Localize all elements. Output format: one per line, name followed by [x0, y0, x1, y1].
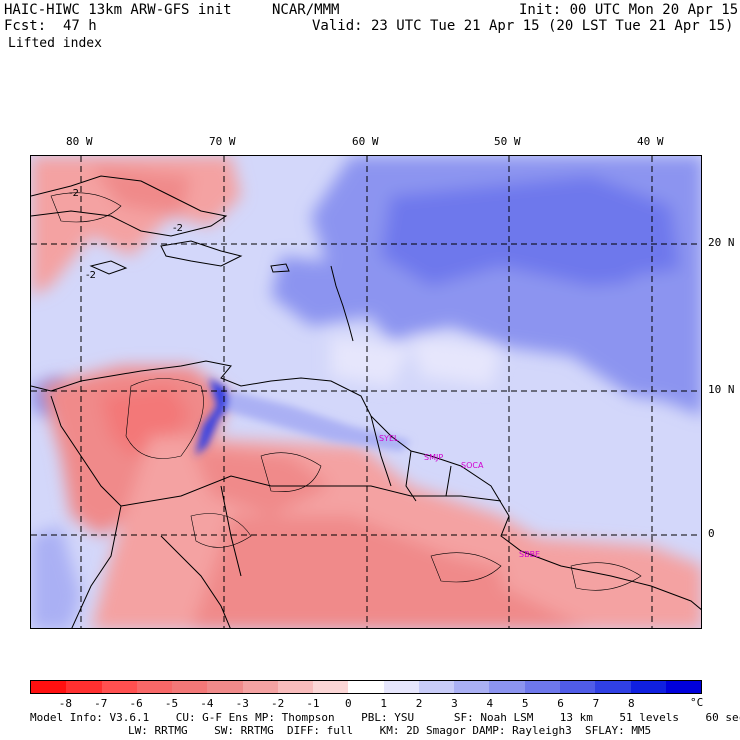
colorbar-tick-label: 7 — [592, 697, 600, 710]
colorbar-swatch — [31, 681, 67, 693]
colorbar-swatch — [665, 681, 702, 693]
colorbar-tick-label: 5 — [521, 697, 529, 710]
lat-label-20n: 20 N — [708, 236, 735, 249]
colorbar-tick-label: -8 — [58, 697, 72, 710]
station-smjp: SMJP — [424, 453, 444, 462]
lon-label-80w: 80 W — [66, 135, 93, 148]
lifted-index-map[interactable]: -2 -2 -2 SYEL SMJP SOCA SBBE — [30, 155, 702, 629]
colorbar-tick-label: -3 — [235, 697, 249, 710]
negative-li-region — [31, 156, 701, 628]
colorbar-tick-label: -6 — [129, 697, 143, 710]
colorbar-tick-label: -2 — [270, 697, 285, 710]
coastlines — [31, 175, 701, 628]
colorbar-tick-label: 4 — [486, 697, 494, 710]
colorbar-swatch — [524, 681, 560, 693]
contour-label-2: -2 — [173, 223, 183, 234]
contour-label-3: -2 — [86, 270, 96, 281]
colorbar-swatch — [136, 681, 173, 693]
colorbar-tick-label: 0 — [345, 697, 352, 710]
colorbar-swatch — [383, 681, 419, 693]
colorbar-swatch — [595, 681, 631, 693]
colorbar-swatch — [101, 681, 137, 693]
colorbar-tick-label: 2 — [415, 697, 423, 710]
colorbar-swatch — [348, 681, 384, 693]
field-name: Lifted index — [8, 36, 102, 51]
positive-li-region — [31, 156, 701, 628]
colorbar-swatch — [630, 681, 666, 693]
lat-label-10n: 10 N — [708, 383, 735, 396]
colorbar-swatch — [242, 681, 278, 693]
lon-label-70w: 70 W — [209, 135, 236, 148]
lon-label-60w: 60 W — [352, 135, 379, 148]
colorbar-tick-label: -1 — [306, 697, 320, 710]
model-title: HAIC-HIWC 13km ARW-GFS init — [4, 2, 232, 18]
colorbar-swatch — [172, 681, 208, 693]
colorbar-tick-label: -4 — [200, 697, 214, 710]
station-syel: SYEL — [379, 434, 399, 443]
colorbar-swatch — [489, 681, 525, 693]
colorbar-tick-label: 1 — [380, 697, 387, 710]
colorbar-tick-label: 6 — [557, 697, 564, 710]
organization: NCAR/MMM — [272, 2, 340, 18]
valid-time: Valid: 23 UTC Tue 21 Apr 15 (20 LST Tue … — [312, 18, 734, 34]
station-sbbe: SBBE — [519, 550, 541, 559]
colorbar-swatch — [454, 681, 490, 693]
lat-lon-grid — [31, 156, 701, 628]
colorbar-swatch — [418, 681, 455, 693]
model-info-line2: LW: RRTMG SW: RRTMG DIFF: full KM: 2D Sm… — [128, 724, 652, 737]
contours — [50, 192, 642, 591]
colorbar-swatch — [66, 681, 102, 693]
lon-label-40w: 40 W — [637, 135, 664, 148]
lat-label-0: 0 — [708, 527, 715, 540]
colorbar-swatch — [277, 681, 314, 693]
colorbar-swatch — [207, 681, 243, 693]
colorbar-unit: °C — [690, 696, 704, 709]
colorbar-tick-label: -7 — [94, 697, 108, 710]
colorbar-tick-label: 8 — [627, 697, 635, 710]
station-soca: SOCA — [461, 461, 484, 470]
colorbar-swatch — [313, 681, 349, 693]
map-canvas: -2 -2 -2 — [31, 156, 701, 628]
model-info-line1: Model Info: V3.6.1 CU: G-F Ens MP: Thomp… — [30, 711, 740, 724]
colorbar-tick-label: -5 — [164, 697, 179, 710]
contour-label-1: -2 — [69, 188, 79, 199]
colorbar — [30, 680, 702, 694]
lon-label-50w: 50 W — [494, 135, 521, 148]
forecast-hour: Fcst: 47 h — [4, 18, 97, 34]
blue-streak — [195, 378, 411, 456]
init-time: Init: 00 UTC Mon 20 Apr 15 — [519, 2, 739, 18]
colorbar-tick-label: 3 — [451, 697, 458, 710]
colorbar-swatch — [559, 681, 596, 693]
